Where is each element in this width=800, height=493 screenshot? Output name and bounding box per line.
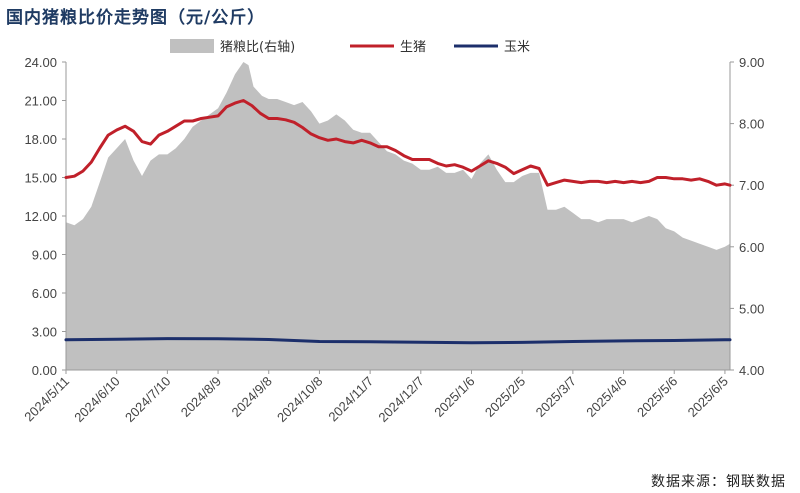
chart-title: 国内猪粮比价走势图（元/公斤） bbox=[6, 8, 266, 28]
y2-tick-label: 7.00 bbox=[739, 178, 764, 193]
y-tick-label: 9.00 bbox=[32, 248, 57, 263]
lines-layer bbox=[64, 99, 732, 345]
x-tick-label: 2025/3/7 bbox=[533, 374, 579, 420]
y-tick-label: 3.00 bbox=[32, 325, 57, 340]
chart-legend: 猪粮比(右轴) 生猪 玉米 bbox=[170, 39, 530, 55]
x-tick-label: 2024/8/9 bbox=[178, 374, 224, 420]
y-tick-label: 24.00 bbox=[24, 55, 57, 70]
series-line-live-hog bbox=[64, 99, 732, 187]
x-tick-label: 2024/9/8 bbox=[228, 374, 274, 420]
y-tick-label: 6.00 bbox=[32, 286, 57, 301]
y-tick-label: 12.00 bbox=[24, 209, 57, 224]
x-tick-label: 2025/5/6 bbox=[634, 374, 680, 420]
x-tick-label: 2024/12/7 bbox=[375, 374, 427, 426]
x-tick-label: 2024/10/8 bbox=[274, 374, 326, 426]
x-tick-label: 2024/5/11 bbox=[21, 374, 72, 425]
y2-tick-label: 6.00 bbox=[739, 240, 764, 255]
y2-tick-label: 5.00 bbox=[739, 301, 764, 316]
x-tick-label: 2024/6/10 bbox=[71, 374, 123, 426]
x-tick-label: 2024/11/7 bbox=[325, 374, 376, 425]
legend-label-corn: 玉米 bbox=[504, 40, 530, 55]
series-line-corn bbox=[64, 337, 732, 345]
data-source: 数据来源：钢联数据 bbox=[651, 474, 786, 490]
y2-tick-label: 8.00 bbox=[739, 117, 764, 132]
x-tick-label: 2025/6/5 bbox=[685, 374, 731, 420]
x-tick-label: 2025/2/5 bbox=[482, 374, 528, 420]
legend-swatch-pig-grain-ratio bbox=[170, 39, 214, 53]
x-tick-label: 2025/1/6 bbox=[431, 374, 477, 420]
y2-tick-label: 4.00 bbox=[739, 363, 764, 378]
pig-grain-ratio-area-layer bbox=[66, 62, 730, 370]
y-tick-label: 0.00 bbox=[32, 363, 57, 378]
series-area-pig-grain-ratio bbox=[66, 62, 730, 370]
x-tick-label: 2025/4/6 bbox=[583, 374, 629, 420]
x-tick-label: 2024/7/10 bbox=[122, 374, 174, 426]
y-tick-label: 15.00 bbox=[24, 171, 57, 186]
legend-label-pig-grain-ratio: 猪粮比(右轴) bbox=[220, 40, 295, 55]
y-tick-label: 18.00 bbox=[24, 132, 57, 147]
y2-tick-label: 9.00 bbox=[739, 55, 764, 70]
legend-label-live-hog: 生猪 bbox=[400, 40, 426, 55]
y-tick-label: 21.00 bbox=[24, 94, 57, 109]
